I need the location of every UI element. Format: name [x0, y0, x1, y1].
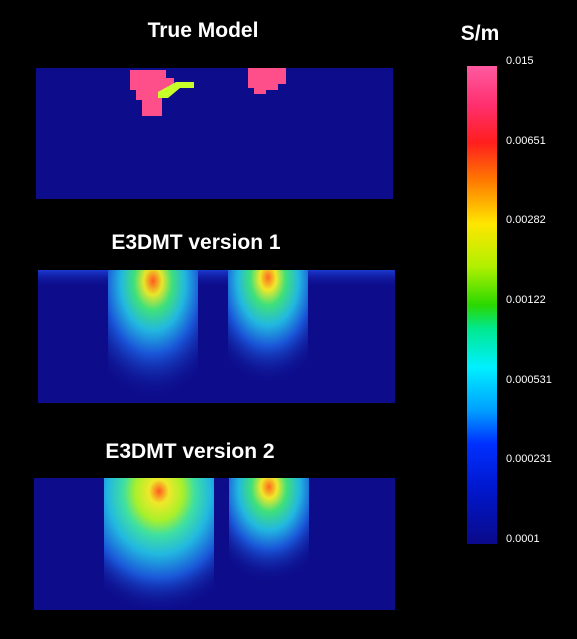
recovered-anomaly-2: [228, 270, 308, 390]
colorbar-tick-label: 0.015: [506, 55, 534, 67]
version-1-panel: [38, 270, 395, 403]
recovered-anomaly-1: [104, 478, 214, 610]
conductor-body-1: [130, 70, 174, 116]
panel-title-version-2: E3DMT version 2: [105, 440, 275, 463]
colorbar-tick-label: 0.00651: [506, 135, 546, 147]
recovered-anomaly-2: [229, 478, 309, 588]
anomaly-body-small: [158, 82, 194, 98]
true-model-image: [36, 68, 393, 199]
colorbar-tick-label: 0.00122: [506, 294, 546, 306]
conductor-body-2: [248, 68, 286, 94]
true-model-panel: [36, 68, 393, 199]
colorbar-tick-label: 0.000231: [506, 453, 552, 465]
recovered-anomaly-1: [108, 270, 198, 403]
colorbar-unit: S/m: [460, 22, 500, 45]
colorbar-gradient: [467, 66, 497, 544]
colorbar-tick-label: 0.0001: [506, 533, 540, 545]
panel-title-true-model: True Model: [147, 19, 259, 42]
version-1-image: [38, 270, 395, 403]
version-2-panel: [34, 478, 395, 610]
panel-title-version-1: E3DMT version 1: [111, 231, 281, 254]
colorbar-tick-label: 0.00282: [506, 214, 546, 226]
colorbar-tick-label: 0.000531: [506, 374, 552, 386]
version-2-image: [34, 478, 395, 610]
colorbar: [467, 66, 497, 544]
